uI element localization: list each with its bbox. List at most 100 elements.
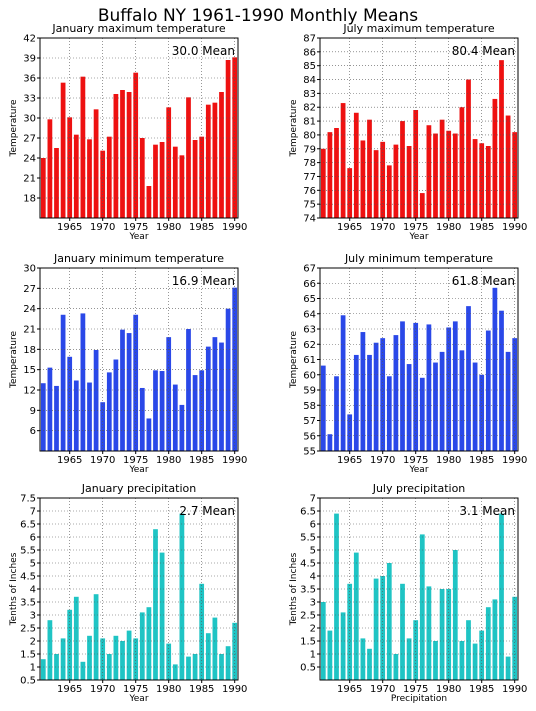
bar: [479, 630, 485, 680]
x-tick-label: 1975: [123, 222, 148, 233]
bar: [87, 635, 92, 680]
y-tick-label: 30: [23, 114, 36, 125]
y-tick-label: 6: [310, 520, 316, 531]
bar: [334, 376, 339, 451]
bar: [153, 144, 158, 218]
bar: [419, 193, 425, 218]
x-tick-label: 1975: [123, 684, 148, 695]
panel-title: January precipitation: [81, 482, 197, 495]
y-tick-label: 0.5: [20, 676, 36, 687]
bar: [334, 513, 339, 680]
x-tick-label: 1985: [189, 222, 214, 233]
y-tick-label: 86: [303, 47, 316, 58]
bar: [360, 332, 366, 451]
panel-title: July precipitation: [372, 482, 466, 495]
bar: [452, 133, 458, 218]
x-tick-label: 1980: [436, 222, 461, 233]
x-axis-label: Year: [128, 232, 148, 242]
y-tick-label: 2: [310, 624, 316, 635]
y-axis-label: Tenths of Inches: [289, 552, 299, 626]
bar: [386, 165, 392, 218]
bar: [505, 115, 511, 218]
y-tick-label: 83: [303, 89, 316, 100]
y-tick-label: 56: [303, 431, 316, 442]
bar: [446, 589, 452, 680]
x-tick-label: 1980: [436, 684, 461, 695]
y-axis-label: Temperature: [289, 99, 299, 157]
mean-label: 3.1 Mean: [459, 504, 515, 518]
bar: [479, 143, 485, 218]
mean-label: 30.0 Mean: [172, 44, 235, 58]
bar: [199, 136, 205, 218]
bar: [192, 375, 198, 451]
y-tick-label: 27: [23, 284, 36, 295]
x-tick-label: 1975: [403, 684, 428, 695]
bar: [459, 641, 465, 680]
bar: [113, 359, 119, 451]
y-tick-label: 65: [303, 294, 316, 305]
bar: [400, 321, 405, 452]
bar: [492, 98, 498, 218]
y-tick-label: 85: [303, 61, 316, 72]
bar: [512, 596, 518, 680]
y-tick-label: 6: [30, 533, 36, 544]
y-tick-label: 62: [303, 340, 316, 351]
bar: [73, 134, 79, 218]
bar: [347, 414, 353, 451]
bar: [146, 607, 152, 680]
bar: [439, 589, 445, 680]
x-tick-label: 1980: [156, 455, 181, 466]
bar: [393, 335, 399, 451]
bar: [159, 552, 165, 680]
x-tick-label: 1980: [156, 684, 181, 695]
plot-frame: [319, 37, 519, 219]
bar: [367, 354, 372, 451]
bar: [426, 125, 432, 218]
bar: [146, 418, 152, 451]
y-tick-label: 2.5: [300, 611, 316, 622]
bar: [466, 306, 471, 452]
y-tick-label: 36: [23, 74, 36, 85]
y-tick-label: 63: [303, 325, 316, 336]
bar: [466, 620, 471, 680]
y-tick-label: 18: [23, 194, 36, 205]
bar: [499, 60, 504, 219]
bar: [146, 186, 152, 218]
bar: [360, 638, 366, 680]
bar: [485, 607, 491, 680]
y-tick-label: 21: [23, 325, 36, 336]
bar: [373, 578, 379, 680]
y-tick-label: 39: [23, 54, 36, 65]
bar: [54, 654, 59, 680]
x-tick-label: 1990: [222, 222, 247, 233]
bar: [433, 641, 438, 680]
bar: [406, 638, 412, 680]
x-tick-label: 1980: [436, 455, 461, 466]
x-tick-label: 1975: [403, 455, 428, 466]
y-tick-label: 1: [30, 663, 36, 674]
bar: [93, 350, 99, 451]
y-axis-label: Temperature: [289, 331, 299, 389]
bar: [466, 79, 471, 218]
bar: [225, 60, 231, 218]
bar: [54, 385, 59, 451]
bar: [100, 638, 106, 680]
bar: [433, 133, 438, 218]
y-tick-label: 77: [303, 172, 316, 183]
y-tick-label: 9: [30, 406, 36, 417]
bar: [120, 90, 125, 218]
y-tick-label: 58: [303, 401, 316, 412]
bar: [133, 72, 139, 218]
bar: [386, 376, 392, 451]
x-tick-label: 1985: [189, 684, 214, 695]
bar: [179, 513, 185, 680]
bar: [347, 168, 353, 218]
bar: [393, 144, 399, 218]
bar: [100, 150, 106, 218]
y-tick-label: 3: [30, 611, 36, 622]
bar: [367, 648, 372, 680]
bar: [166, 643, 172, 680]
x-tick-label: 1975: [123, 455, 148, 466]
bar: [172, 384, 178, 451]
bar: [179, 155, 185, 218]
